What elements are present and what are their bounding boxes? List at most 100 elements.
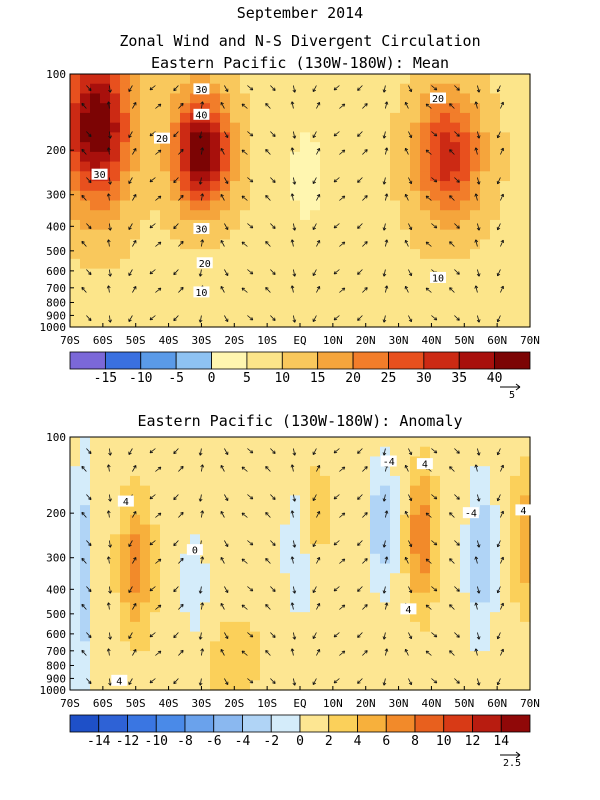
wind-cell	[110, 553, 121, 565]
wind-cell	[70, 582, 81, 594]
wind-cell	[290, 437, 301, 448]
wind-cell	[70, 505, 81, 516]
circulation-arrow	[173, 448, 179, 455]
wind-cell	[110, 122, 121, 133]
wind-cell	[330, 573, 341, 584]
wind-cell	[450, 239, 461, 250]
wind-cell	[430, 278, 441, 289]
wind-cell	[160, 171, 171, 182]
wind-cell	[410, 239, 421, 250]
wind-cell	[460, 446, 471, 458]
wind-cell	[250, 297, 261, 309]
wind-cell	[470, 495, 481, 506]
wind-cell	[100, 534, 111, 545]
wind-cell	[280, 151, 291, 163]
wind-cell	[290, 151, 301, 163]
wind-cell	[270, 142, 281, 153]
wind-cell	[350, 181, 361, 192]
wind-cell	[400, 181, 411, 192]
wind-cell	[450, 524, 461, 535]
circulation-arrow	[449, 241, 455, 247]
wind-cell	[120, 219, 131, 231]
wind-cell	[250, 249, 261, 260]
wind-cell	[280, 602, 291, 613]
circulation-arrow	[449, 195, 455, 201]
wind-cell	[230, 573, 241, 584]
wind-cell	[130, 229, 141, 241]
wind-cell	[170, 563, 181, 574]
wind-cell	[180, 317, 191, 328]
wind-cell	[520, 317, 531, 328]
wind-cell	[280, 456, 291, 467]
wind-cell	[400, 210, 411, 221]
wind-cell	[160, 83, 171, 95]
wind-cell	[240, 621, 251, 633]
wind-cell	[470, 524, 481, 535]
circulation-arrow	[81, 511, 87, 518]
wind-cell	[300, 288, 311, 299]
circulation-arrow	[149, 448, 156, 454]
wind-cell	[460, 268, 471, 279]
wind-cell	[260, 142, 271, 153]
wind-cell	[270, 122, 281, 133]
wind-cell	[370, 670, 381, 681]
wind-cell	[230, 190, 241, 202]
wind-cell	[220, 200, 231, 211]
wind-cell	[270, 74, 281, 85]
wind-cell	[110, 258, 121, 270]
wind-cell	[160, 200, 171, 211]
contour-label: 20	[199, 259, 211, 270]
wind-cell	[480, 660, 491, 672]
wind-cell	[200, 582, 211, 594]
wind-cell	[170, 151, 181, 163]
wind-cell	[360, 514, 371, 526]
wind-cell	[160, 190, 171, 202]
wind-cell	[210, 151, 221, 163]
circulation-arrow	[290, 285, 295, 293]
wind-cell	[450, 553, 461, 565]
wind-cell	[160, 122, 171, 133]
wind-cell	[170, 181, 181, 192]
wind-cell	[450, 631, 461, 642]
wind-cell	[160, 297, 171, 309]
wind-cell	[130, 573, 141, 584]
wind-cell	[500, 582, 511, 594]
wind-cell	[330, 680, 341, 691]
wind-cell	[340, 258, 351, 270]
wind-cell	[250, 219, 261, 231]
wind-cell	[270, 219, 281, 231]
wind-cell	[310, 573, 321, 584]
wind-cell	[80, 524, 91, 535]
wind-cell	[330, 103, 341, 114]
wind-cell	[110, 446, 121, 458]
wind-cell	[510, 573, 521, 584]
wind-cell	[420, 200, 431, 211]
wind-cell	[470, 181, 481, 192]
wind-cell	[70, 103, 81, 114]
wind-cell	[280, 307, 291, 318]
wind-cell	[190, 181, 201, 192]
wind-cell	[210, 573, 221, 584]
wind-cell	[350, 151, 361, 163]
wind-cell	[110, 161, 121, 172]
wind-cell	[160, 278, 171, 289]
wind-cell	[130, 317, 141, 328]
wind-cell	[240, 297, 251, 309]
y-tick-label: 1000	[40, 684, 67, 697]
wind-cell	[500, 249, 511, 260]
wind-cell	[440, 258, 451, 270]
wind-cell	[410, 592, 421, 604]
wind-cell	[430, 612, 441, 623]
wind-cell	[320, 181, 331, 192]
wind-cell	[350, 142, 361, 153]
wind-cell	[280, 641, 291, 652]
wind-cell	[400, 660, 411, 672]
wind-cell	[110, 651, 121, 662]
wind-cell	[350, 485, 361, 496]
wind-cell	[270, 544, 281, 555]
circulation-arrow	[200, 510, 205, 518]
wind-cell	[180, 219, 191, 231]
circulation-arrow	[431, 223, 438, 229]
wind-cell	[510, 466, 521, 477]
wind-cell	[110, 582, 121, 594]
